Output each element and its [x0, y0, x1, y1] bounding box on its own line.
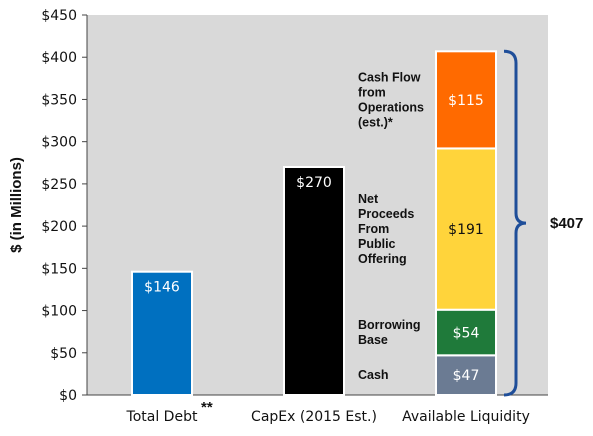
- segment-name-label: Proceeds: [358, 207, 414, 221]
- y-tick-label: $450: [41, 8, 77, 24]
- total-brace: [503, 49, 527, 397]
- segment-value-label: $191: [448, 222, 484, 238]
- category-footnote: **: [201, 399, 213, 416]
- segment-name-label: From: [358, 222, 389, 236]
- y-tick-label: $150: [41, 261, 77, 277]
- y-tick-label: $200: [41, 219, 77, 235]
- segment-name-label: Borrowing: [358, 318, 421, 332]
- bar: [283, 166, 345, 396]
- segment-name-label: Offering: [358, 252, 407, 266]
- y-tick-label: $300: [41, 135, 77, 151]
- segment-name-label: (est.)*: [358, 115, 393, 129]
- segment-value-label: $47: [453, 368, 480, 384]
- y-tick-label: $350: [41, 92, 77, 108]
- y-tick-label: $50: [50, 346, 77, 362]
- y-tick-label: $100: [41, 304, 77, 320]
- segment-name-label: Base: [358, 333, 388, 347]
- segment-name-label: Operations: [358, 100, 424, 114]
- x-tick-label: CapEx (2015 Est.): [251, 409, 377, 425]
- bar: [131, 270, 193, 397]
- segment-name-label: Cash Flow: [358, 70, 421, 84]
- segment-name-label: Net: [358, 192, 379, 206]
- segment-value-label: $115: [448, 93, 484, 109]
- y-tick-label: $0: [59, 388, 77, 404]
- segment-value-label: $54: [453, 326, 480, 342]
- y-tick-label: $400: [41, 50, 77, 66]
- stacked-segment: [435, 147, 497, 311]
- y-axis-label: $ (in Millions): [8, 157, 25, 253]
- stacked-segment: [435, 308, 497, 357]
- bar-value-label: $146: [144, 280, 180, 296]
- x-tick-label: Available Liquidity: [402, 409, 530, 425]
- segment-name-label: Cash: [358, 368, 389, 382]
- stacked-segment: [435, 50, 497, 150]
- bar-value-label: $270: [296, 175, 332, 191]
- total-value-label: $407: [550, 215, 583, 232]
- segment-name-label: from: [358, 85, 386, 99]
- segment-name-label: Public: [358, 237, 396, 251]
- x-tick-label: Total Debt: [126, 409, 198, 425]
- y-tick-label: $250: [41, 177, 77, 193]
